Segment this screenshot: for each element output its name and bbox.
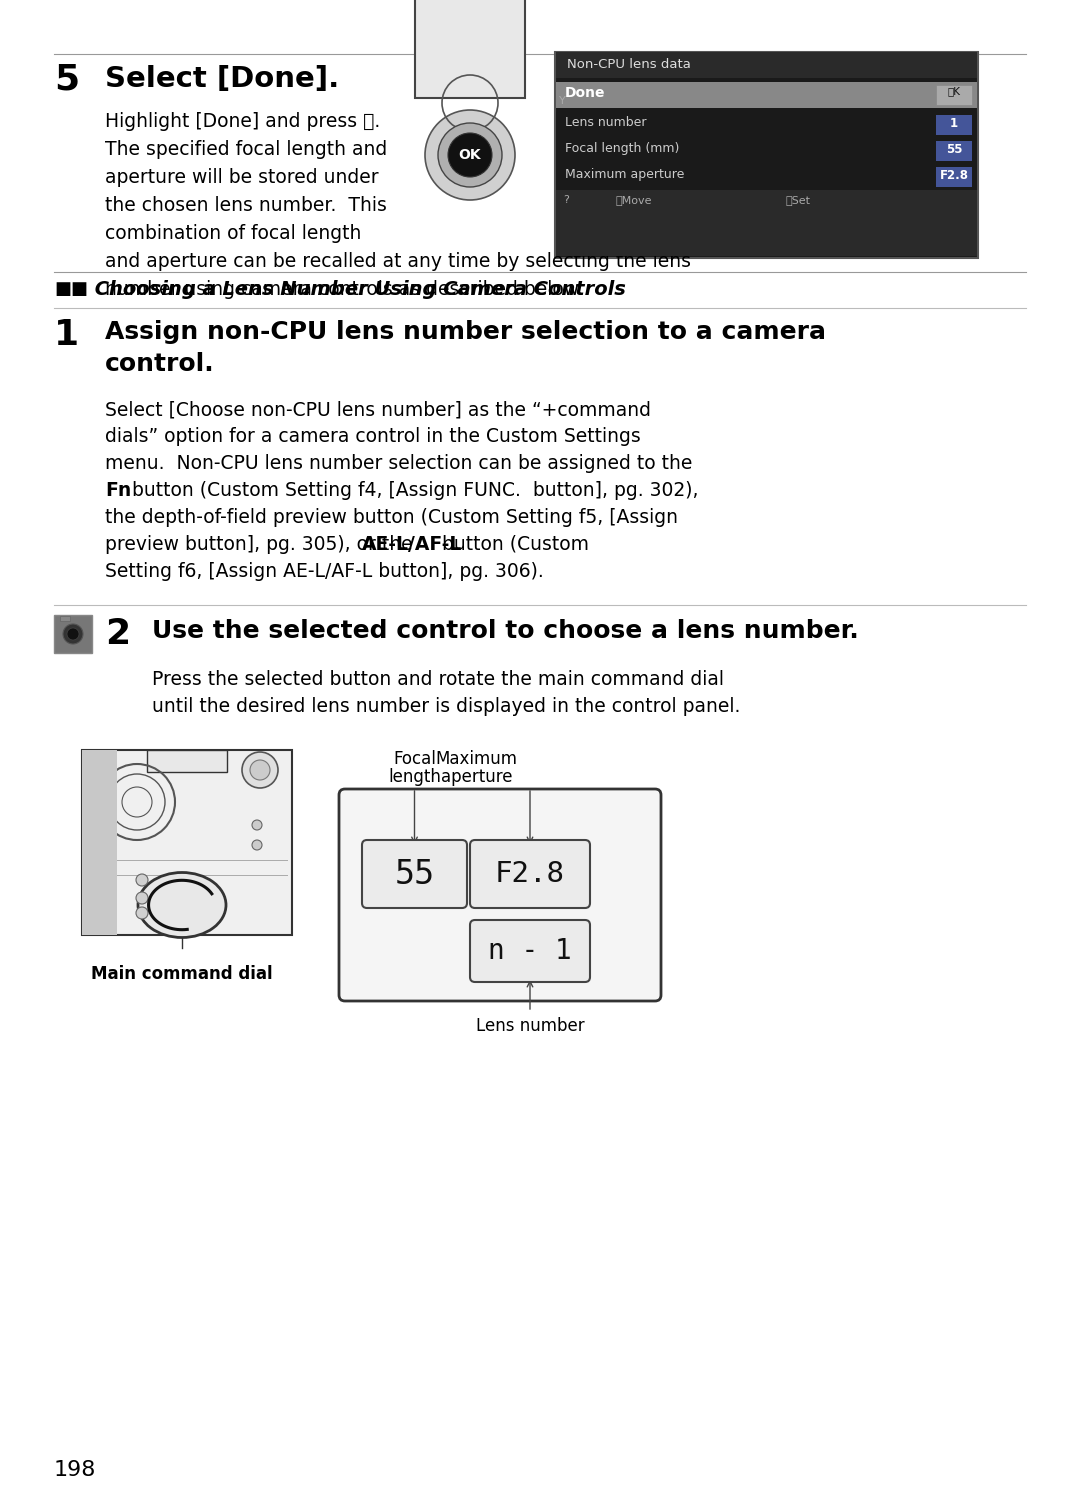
Text: 55: 55	[946, 143, 962, 156]
Text: 2: 2	[105, 617, 130, 651]
Text: Focal length (mm): Focal length (mm)	[565, 143, 679, 155]
Bar	[556, 163, 977, 190]
Text: Y: Y	[559, 97, 566, 106]
Text: 55: 55	[394, 857, 434, 890]
Text: ■■: ■■	[54, 279, 87, 299]
Text: 198: 198	[54, 1461, 96, 1480]
Circle shape	[252, 820, 262, 831]
Text: combination of focal length: combination of focal length	[105, 224, 362, 244]
Text: Main command dial: Main command dial	[91, 964, 273, 984]
Text: and aperture can be recalled at any time by selecting the lens: and aperture can be recalled at any time…	[105, 253, 691, 270]
Circle shape	[242, 752, 278, 788]
FancyBboxPatch shape	[470, 840, 590, 908]
Text: button (Custom: button (Custom	[435, 535, 589, 554]
Text: Fn: Fn	[105, 481, 132, 499]
Circle shape	[438, 123, 502, 187]
Circle shape	[136, 906, 148, 918]
Text: ⓘMove: ⓘMove	[615, 195, 651, 205]
Text: AE-L/AF-L: AE-L/AF-L	[362, 535, 462, 554]
Bar	[60, 617, 70, 621]
Text: F2.8: F2.8	[495, 860, 565, 889]
Text: ?: ?	[563, 195, 569, 205]
Bar	[82, 750, 117, 935]
Circle shape	[426, 110, 515, 201]
Text: the depth-of-field preview button (Custom Setting f5, [Assign: the depth-of-field preview button (Custo…	[105, 508, 678, 528]
Bar	[556, 190, 977, 256]
Text: menu.  Non-CPU lens number selection can be assigned to the: menu. Non-CPU lens number selection can …	[105, 455, 692, 473]
Text: Lens number: Lens number	[565, 116, 647, 129]
Bar	[54, 615, 92, 652]
Bar	[555, 52, 978, 259]
Text: the chosen lens number.  This: the chosen lens number. This	[105, 196, 387, 215]
Bar	[556, 138, 977, 163]
Circle shape	[252, 840, 262, 850]
FancyBboxPatch shape	[470, 920, 590, 982]
Text: 1: 1	[950, 117, 958, 129]
Text: Choosing a Lens Number Using Camera Controls: Choosing a Lens Number Using Camera Cont…	[87, 279, 626, 299]
Circle shape	[136, 874, 148, 886]
FancyBboxPatch shape	[362, 840, 467, 908]
Bar	[82, 750, 292, 935]
Circle shape	[249, 759, 270, 780]
Text: button (Custom Setting f4, [Assign FUNC.  button], pg. 302),: button (Custom Setting f4, [Assign FUNC.…	[126, 481, 699, 499]
Text: number using camera controls as described below.: number using camera controls as describe…	[105, 279, 583, 299]
Circle shape	[63, 624, 83, 643]
Circle shape	[448, 134, 492, 177]
Text: F2.8: F2.8	[940, 169, 969, 181]
Circle shape	[67, 629, 79, 640]
FancyBboxPatch shape	[339, 789, 661, 1002]
Bar	[936, 114, 972, 135]
Text: Use the selected control to choose a lens number.: Use the selected control to choose a len…	[152, 620, 859, 643]
Text: The specified focal length and: The specified focal length and	[105, 140, 388, 159]
Text: aperture: aperture	[441, 768, 512, 786]
Text: Focal: Focal	[393, 750, 436, 768]
Bar	[556, 111, 977, 138]
Text: Setting f6, [Assign AE-L/AF-L button], pg. 306).: Setting f6, [Assign AE-L/AF-L button], p…	[105, 562, 543, 581]
Text: 5: 5	[54, 62, 79, 97]
Text: Maximum: Maximum	[435, 750, 517, 768]
Text: Assign non-CPU lens number selection to a camera: Assign non-CPU lens number selection to …	[105, 319, 826, 343]
Text: until the desired lens number is displayed in the control panel.: until the desired lens number is display…	[152, 697, 741, 716]
Text: Non-CPU lens data: Non-CPU lens data	[567, 58, 691, 71]
Text: control.: control.	[105, 352, 215, 376]
Bar	[415, 0, 525, 98]
Text: OK: OK	[459, 149, 482, 162]
Bar	[556, 52, 977, 77]
Bar	[936, 166, 972, 187]
Text: Maximum aperture: Maximum aperture	[565, 168, 685, 181]
Text: length: length	[388, 768, 441, 786]
Text: preview button], pg. 305), or the: preview button], pg. 305), or the	[105, 535, 419, 554]
Bar	[936, 141, 972, 160]
Text: Done: Done	[565, 86, 606, 100]
Text: Select [Choose non-CPU lens number] as the “+command: Select [Choose non-CPU lens number] as t…	[105, 400, 651, 419]
Text: Select [Done].: Select [Done].	[105, 65, 339, 94]
Text: dials” option for a camera control in the Custom Settings: dials” option for a camera control in th…	[105, 426, 640, 446]
Text: Press the selected button and rotate the main command dial: Press the selected button and rotate the…	[152, 670, 724, 690]
Circle shape	[136, 892, 148, 903]
Text: Highlight [Done] and press Ⓢ.: Highlight [Done] and press Ⓢ.	[105, 111, 380, 131]
Text: ⓘSet: ⓘSet	[785, 195, 810, 205]
Text: 1: 1	[54, 318, 79, 352]
Ellipse shape	[138, 872, 226, 938]
Bar	[147, 750, 227, 773]
Text: ⓈK: ⓈK	[947, 86, 960, 97]
Text: n - 1: n - 1	[488, 938, 572, 964]
Text: aperture will be stored under: aperture will be stored under	[105, 168, 379, 187]
Bar	[556, 82, 977, 108]
Text: Lens number: Lens number	[475, 1016, 584, 1036]
FancyBboxPatch shape	[936, 85, 972, 106]
